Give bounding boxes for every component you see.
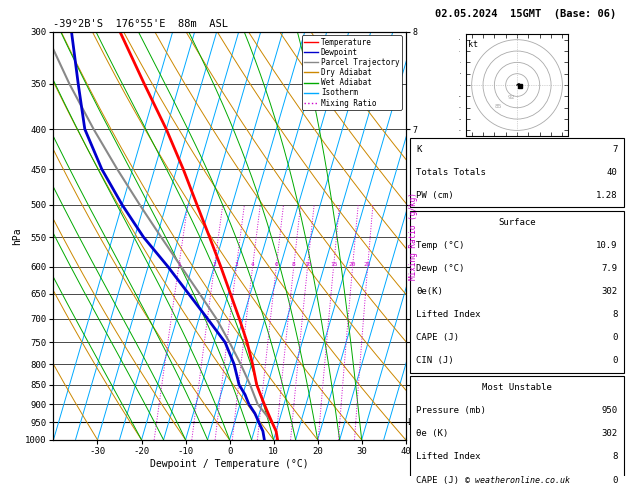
Text: PW (cm): PW (cm) (416, 191, 454, 200)
Text: 3: 3 (235, 261, 238, 267)
Text: 0: 0 (613, 356, 618, 365)
Text: Totals Totals: Totals Totals (416, 168, 486, 177)
Text: 92: 92 (508, 95, 516, 100)
Bar (409, 210, 625, 373)
Text: Dewp (°C): Dewp (°C) (416, 264, 465, 273)
Text: CAPE (J): CAPE (J) (416, 333, 459, 342)
Text: 10.9: 10.9 (596, 241, 618, 250)
Text: Lifted Index: Lifted Index (416, 310, 481, 319)
Text: 15: 15 (330, 261, 337, 267)
Text: 2: 2 (213, 261, 216, 267)
Text: Mixing Ratio (g/kg): Mixing Ratio (g/kg) (409, 192, 418, 279)
Text: K: K (416, 145, 421, 154)
Text: 7: 7 (613, 145, 618, 154)
Text: 20: 20 (349, 261, 357, 267)
Text: kt: kt (468, 40, 478, 49)
Text: 8: 8 (292, 261, 296, 267)
Text: 302: 302 (601, 287, 618, 296)
Text: Lifted Index: Lifted Index (416, 452, 481, 461)
Text: 02.05.2024  15GMT  (Base: 06): 02.05.2024 15GMT (Base: 06) (435, 9, 616, 19)
Text: 10: 10 (304, 261, 311, 267)
Text: Pressure (mb): Pressure (mb) (416, 406, 486, 415)
Text: © weatheronline.co.uk: © weatheronline.co.uk (465, 476, 569, 485)
Text: Surface: Surface (498, 218, 536, 226)
Text: θe(K): θe(K) (416, 287, 443, 296)
Text: 7.9: 7.9 (601, 264, 618, 273)
Text: -39°2B'S  176°55'E  88m  ASL: -39°2B'S 176°55'E 88m ASL (53, 19, 228, 30)
Text: 1: 1 (177, 261, 181, 267)
Text: 0: 0 (613, 475, 618, 485)
Text: CIN (J): CIN (J) (416, 356, 454, 365)
Text: LCL: LCL (407, 418, 422, 427)
Bar (409, 138, 625, 207)
Text: 950: 950 (601, 406, 618, 415)
Text: 40: 40 (607, 168, 618, 177)
Text: 8: 8 (613, 452, 618, 461)
Text: 1.28: 1.28 (596, 191, 618, 200)
Text: 85: 85 (494, 104, 502, 109)
X-axis label: Dewpoint / Temperature (°C): Dewpoint / Temperature (°C) (150, 459, 309, 469)
Text: Temp (°C): Temp (°C) (416, 241, 465, 250)
Text: 0: 0 (613, 333, 618, 342)
Text: θe (K): θe (K) (416, 429, 448, 438)
Text: 302: 302 (601, 429, 618, 438)
Text: 6: 6 (274, 261, 278, 267)
Text: Most Unstable: Most Unstable (482, 383, 552, 392)
Text: 25: 25 (364, 261, 372, 267)
Bar (409, 376, 625, 486)
Y-axis label: hPa: hPa (12, 227, 22, 244)
Text: 4: 4 (251, 261, 255, 267)
Text: 8: 8 (613, 310, 618, 319)
Text: CAPE (J): CAPE (J) (416, 475, 459, 485)
Y-axis label: km
ASL: km ASL (430, 236, 445, 255)
Legend: Temperature, Dewpoint, Parcel Trajectory, Dry Adiabat, Wet Adiabat, Isotherm, Mi: Temperature, Dewpoint, Parcel Trajectory… (302, 35, 402, 110)
